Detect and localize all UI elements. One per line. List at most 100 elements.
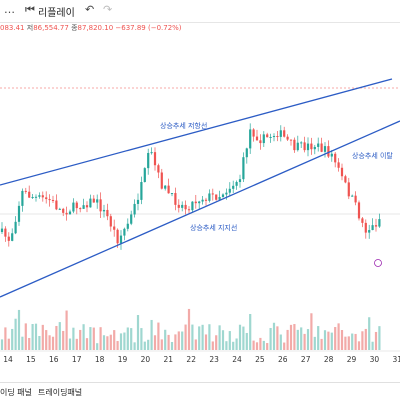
candle-body xyxy=(62,208,65,213)
volume-bar xyxy=(143,341,146,350)
volume-bar xyxy=(303,333,306,350)
volume-bar xyxy=(296,329,299,350)
x-tick-label: 26 xyxy=(278,355,288,364)
candle-body xyxy=(11,233,14,241)
tab-trading-panel-partial[interactable]: 이딩 패널 xyxy=(0,388,32,397)
open-value: 083.41 xyxy=(0,24,25,32)
volume-bar xyxy=(320,338,323,350)
x-tick-label: 22 xyxy=(186,355,196,364)
volume-bar xyxy=(55,325,58,350)
candle-body xyxy=(211,193,214,195)
x-tick-label: 31 xyxy=(393,355,400,364)
volume-bar xyxy=(113,330,116,350)
volume-bar xyxy=(99,327,102,350)
candle-body xyxy=(79,208,82,210)
candle-body xyxy=(157,165,160,173)
more-icon[interactable]: … xyxy=(4,3,15,16)
candle-body xyxy=(75,202,78,209)
candle-body xyxy=(4,228,7,237)
candle-body xyxy=(170,193,174,195)
candle-body xyxy=(14,221,17,234)
volume-bar xyxy=(215,335,218,350)
candle-body xyxy=(266,134,269,138)
volume-bar xyxy=(283,342,286,350)
volume-bar xyxy=(191,324,194,350)
candle-body xyxy=(208,193,211,201)
candle-body xyxy=(303,142,306,151)
volume-bar xyxy=(72,327,75,350)
candle-body xyxy=(55,200,58,210)
candle-body xyxy=(0,228,4,232)
volume-bar xyxy=(252,340,255,350)
candle-body xyxy=(109,216,112,227)
tab-trading-panel[interactable]: 트레이딩패널 xyxy=(38,388,83,397)
candle-body xyxy=(215,194,218,200)
close-label: 종 xyxy=(71,24,78,32)
candle-body xyxy=(238,179,242,183)
candle-body xyxy=(130,214,133,224)
candle-body xyxy=(327,146,330,157)
candle-body xyxy=(7,236,10,241)
candle-body xyxy=(31,196,34,198)
candle-body xyxy=(317,143,320,147)
candle-body xyxy=(242,157,245,180)
candle-body xyxy=(323,146,327,152)
candle-body xyxy=(48,199,51,201)
candle-body xyxy=(225,192,228,195)
candle-body xyxy=(344,176,347,183)
volume-bar xyxy=(330,332,333,350)
volume-bar xyxy=(34,323,38,350)
volume-bar xyxy=(51,336,55,350)
volume-bar xyxy=(65,310,68,350)
x-tick-label: 21 xyxy=(164,355,174,364)
undo-icon[interactable]: ↶ xyxy=(85,3,95,16)
candle-body xyxy=(123,228,126,236)
candle-body xyxy=(313,146,316,150)
volume-bar xyxy=(255,342,259,350)
volume-bar xyxy=(181,331,184,350)
change-value: −637.89 (−0.72%) xyxy=(115,24,182,32)
volume-bar xyxy=(228,331,231,350)
volume-bar xyxy=(306,329,310,350)
candle-body xyxy=(286,136,289,140)
replay-icon[interactable]: ⏮ xyxy=(25,3,35,16)
volume-bar xyxy=(276,326,279,350)
volume-bar xyxy=(136,315,140,350)
volume-bar xyxy=(85,338,89,350)
candle-body xyxy=(191,201,194,211)
volume-bar xyxy=(17,309,21,350)
redo-icon[interactable]: ↷ xyxy=(103,3,113,16)
x-axis: 14 15 16 17 18 19 20 21 22 23 24 25 26 27 28 29 30 31 xyxy=(3,355,400,364)
volume-bar xyxy=(204,334,208,350)
volume-bar xyxy=(14,318,17,350)
candle-body xyxy=(235,182,238,186)
replay-button[interactable]: 리플레이 xyxy=(38,8,75,19)
volume-bar xyxy=(177,331,180,350)
replay-marker-icon[interactable] xyxy=(374,259,382,267)
volume-bar xyxy=(361,331,364,350)
candle-body xyxy=(143,168,146,183)
volume-bar xyxy=(293,324,296,350)
candle-body xyxy=(330,153,333,157)
volume-bar xyxy=(89,327,92,350)
candle-body xyxy=(181,204,184,208)
x-tick-label: 28 xyxy=(324,355,334,364)
candle-body xyxy=(45,197,48,200)
chart-toolbar: … ⏮ 리플레이 ↶ ↷ xyxy=(0,0,400,23)
candle-body xyxy=(269,136,272,138)
volume-bar xyxy=(357,341,361,350)
volume-bar xyxy=(96,343,99,350)
candle-body xyxy=(364,222,367,233)
candle-body xyxy=(160,172,163,189)
volume-bar xyxy=(286,329,289,350)
candle-body xyxy=(58,208,61,210)
volume-bar xyxy=(262,340,265,350)
candle-body xyxy=(24,190,27,192)
x-tick-label: 25 xyxy=(255,355,265,364)
volume-bar xyxy=(259,337,262,350)
candle-body xyxy=(218,196,221,200)
candle-body xyxy=(164,185,167,189)
volume-bar xyxy=(167,334,170,350)
volume-bar xyxy=(266,343,269,350)
